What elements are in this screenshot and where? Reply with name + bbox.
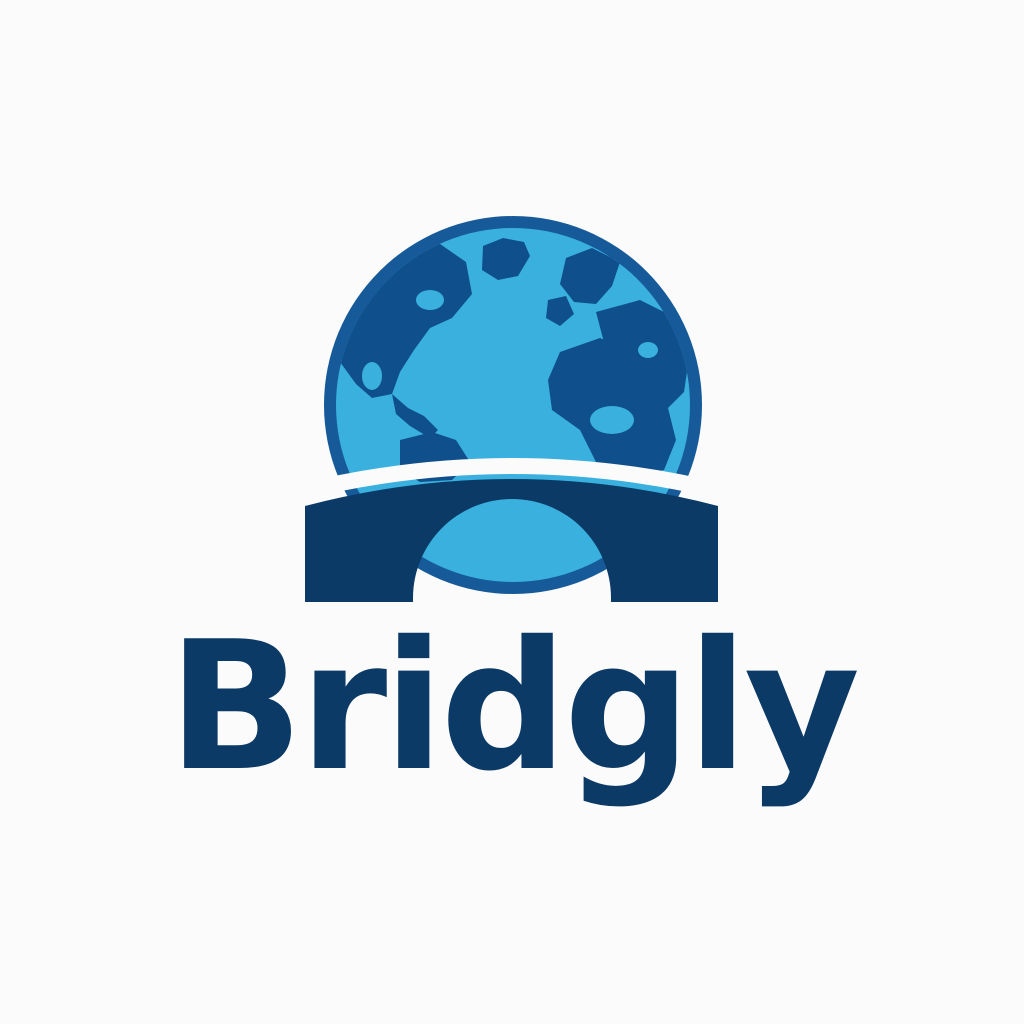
- logo-mark: [298, 216, 726, 602]
- brand-wordmark: Bridgly: [167, 603, 860, 810]
- bridge-icon: [298, 458, 726, 602]
